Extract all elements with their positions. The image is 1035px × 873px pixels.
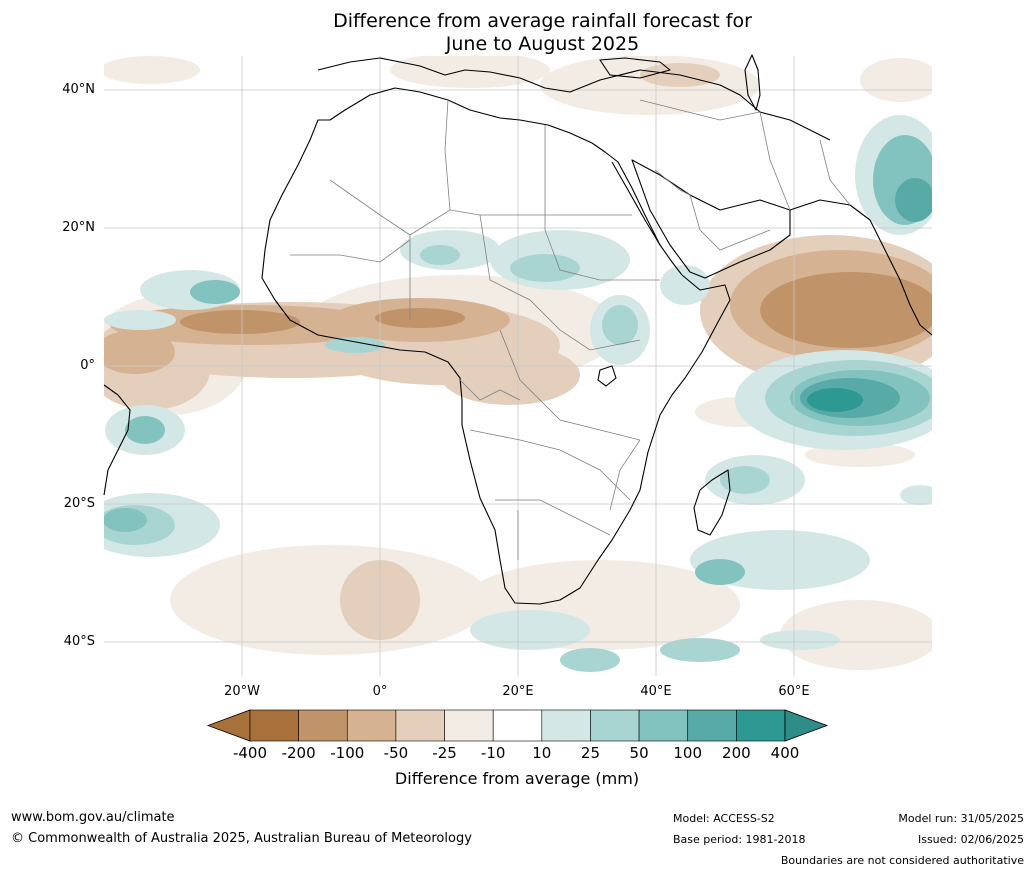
anomaly-region: [660, 638, 740, 662]
colorbar-tick-label: 100: [673, 744, 703, 762]
colorbar-cell: [444, 709, 494, 742]
lon-label-0: 0°: [372, 684, 388, 699]
anomaly-region: [807, 388, 863, 412]
footer-website[interactable]: www.bom.gov.au/climate: [11, 810, 175, 825]
colorbar-above-triangle: [784, 709, 829, 742]
colorbar-tick-label: -10: [480, 744, 506, 762]
colorbar: [206, 709, 829, 742]
anomaly-region: [190, 280, 240, 304]
anomaly-region: [560, 648, 620, 672]
anomaly-region: [104, 330, 175, 374]
anomaly-region: [180, 310, 300, 334]
anomaly-region: [720, 466, 770, 494]
title-line-1: Difference from average rainfall forecas…: [333, 10, 752, 32]
lat-label-40n: 40°N: [62, 82, 95, 97]
anomaly-region: [540, 56, 760, 115]
colorbar-tick-label: -200: [281, 744, 316, 762]
lat-label-20s: 20°S: [63, 496, 95, 511]
colorbar-cell: [687, 709, 737, 742]
anomaly-region: [760, 630, 840, 650]
colorbar-tick-label: 200: [722, 744, 751, 762]
colorbar-tick-label: 25: [580, 744, 600, 762]
lat-label-20n: 20°N: [62, 220, 95, 235]
anomaly-field: [104, 56, 932, 672]
colorbar-cell: [541, 709, 591, 742]
footer-issued: Issued: 02/06/2025: [917, 833, 1024, 846]
lon-label-20e: 20°E: [502, 684, 534, 699]
lat-label-40s: 40°S: [63, 634, 95, 649]
colorbar-cell: [736, 709, 786, 742]
footer-model-run: Model run: 31/05/2025: [898, 812, 1024, 825]
anomaly-region: [860, 58, 932, 102]
anomaly-region: [695, 559, 745, 585]
lon-label-20w: 20°W: [224, 684, 260, 699]
anomaly-region: [760, 272, 932, 348]
colorbar-cell: [590, 709, 640, 742]
colorbar-cell: [492, 709, 543, 742]
anomaly-region: [125, 416, 165, 444]
colorbar-cell: [298, 709, 348, 742]
country-borders: [290, 99, 851, 560]
colorbar-tick-label: 10: [532, 744, 552, 762]
colorbar-tick-label: 400: [770, 744, 800, 762]
colorbar-cell: [249, 709, 299, 742]
anomaly-region: [510, 254, 580, 282]
colorbar-below-triangle: [206, 709, 251, 742]
footer-boundaries-note: Boundaries are not considered authoritat…: [780, 854, 1024, 867]
anomaly-region: [104, 508, 147, 532]
anomaly-region: [780, 600, 932, 670]
anomaly-region: [390, 56, 550, 88]
colorbar-cell: [638, 709, 689, 742]
colorbar-tick-label: -400: [232, 744, 268, 762]
anomaly-region: [104, 310, 176, 330]
anomaly-region: [660, 265, 710, 305]
anomaly-region: [104, 56, 200, 84]
graticule: [104, 56, 932, 676]
footer-copyright: © Commonwealth of Australia 2025, Austra…: [11, 831, 472, 846]
map-title: Difference from average rainfall forecas…: [0, 10, 1035, 56]
footer-model: Model: ACCESS-S2: [673, 812, 775, 825]
lon-label-60e: 60°E: [778, 684, 810, 699]
anomaly-region: [900, 485, 932, 505]
colorbar-tick-label: -50: [383, 744, 409, 762]
anomaly-region: [895, 178, 932, 222]
colorbar-cell: [346, 709, 397, 742]
colorbar-tick-label: -100: [330, 744, 365, 762]
anomaly-region: [170, 545, 490, 655]
anomaly-region: [325, 337, 385, 353]
anomaly-region: [470, 610, 590, 650]
colorbar-tick-label: -25: [432, 744, 457, 762]
footer-base-period: Base period: 1981-2018: [673, 833, 806, 846]
anomaly-region: [420, 245, 460, 265]
colorbar-tick-label: 50: [629, 744, 649, 762]
lon-label-40e: 40°E: [640, 684, 672, 699]
coastlines: [103, 54, 933, 605]
anomaly-region: [440, 345, 580, 405]
lat-label-equator: 0°: [80, 358, 95, 373]
colorbar-cell: [395, 709, 445, 742]
anomaly-region: [375, 308, 465, 328]
title-line-2: June to August 2025: [445, 33, 640, 55]
colorbar-label: Difference from average (mm): [394, 769, 640, 788]
anomaly-region: [602, 305, 638, 345]
